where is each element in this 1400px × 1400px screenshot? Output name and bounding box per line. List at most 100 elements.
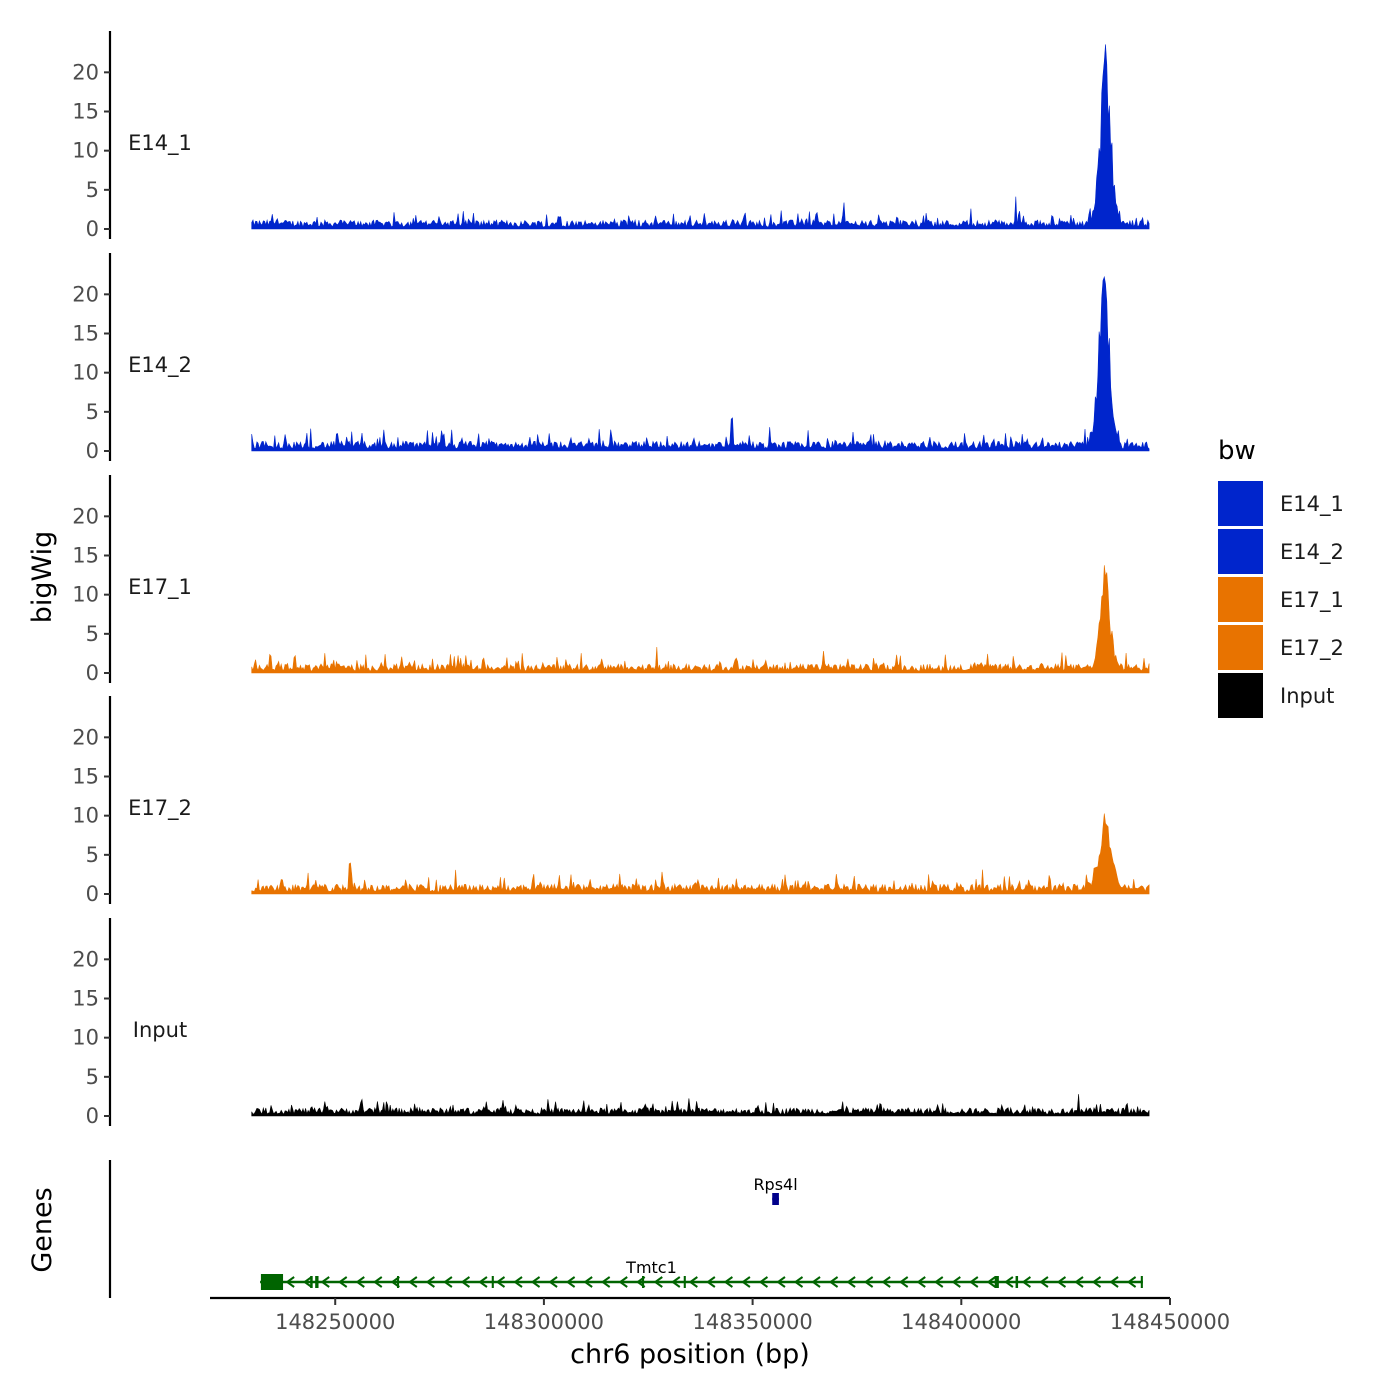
y-tick-label: 0: [86, 661, 99, 685]
strand-arrow: [636, 1276, 646, 1288]
x-tick-label: 148350000: [692, 1310, 812, 1334]
y-tick-label: 20: [72, 725, 99, 749]
strand-arrow: [776, 1276, 786, 1288]
legend-label-E14_2: E14_2: [1280, 540, 1344, 565]
y-tick-label: 5: [86, 178, 99, 202]
strand-arrow: [390, 1276, 400, 1288]
signal-area: [251, 565, 1150, 674]
strand-arrow: [443, 1276, 453, 1288]
strand-arrow: [1091, 1276, 1102, 1288]
strand-arrow: [600, 1276, 611, 1288]
strand-arrow: [408, 1276, 418, 1288]
strand-arrow: [951, 1276, 961, 1288]
strand-arrow: [1021, 1276, 1032, 1288]
strand-arrow: [548, 1276, 558, 1288]
legend-title: bw: [1218, 436, 1256, 466]
strand-arrow: [565, 1276, 576, 1288]
strand-arrow: [723, 1276, 733, 1288]
strand-arrow: [1056, 1276, 1067, 1288]
track-E14_1: 0 5 10 15 20 E14_1: [72, 31, 1150, 241]
x-axis-title: chr6 position (bp): [570, 1339, 810, 1370]
gene-exon: [642, 1276, 645, 1288]
gene-Rps4l: Rps4l: [753, 1175, 798, 1205]
y-tick-label: 15: [72, 987, 99, 1011]
y-tick-label: 0: [86, 1104, 99, 1128]
strand-arrow: [811, 1276, 821, 1288]
track-label: E17_2: [128, 796, 192, 821]
track-label: E14_2: [128, 353, 192, 378]
x-tick-label: 148450000: [1110, 1310, 1230, 1334]
track-E17_1: 0 5 10 15 20 E17_1: [72, 475, 1150, 685]
y-tick-label: 20: [72, 282, 99, 306]
strand-arrow: [285, 1276, 295, 1288]
gene-exon: [1015, 1276, 1019, 1288]
legend-swatch-E17_1: [1218, 577, 1263, 622]
genes-axis-title: Genes: [27, 1187, 58, 1272]
strand-arrow: [741, 1276, 751, 1288]
legend-swatch-E17_2: [1218, 625, 1263, 670]
gene-exon: [994, 1276, 999, 1288]
x-tick-label: 148400000: [901, 1310, 1021, 1334]
strand-arrow: [530, 1276, 541, 1288]
signal-area: [251, 1094, 1150, 1117]
legend-swatch-E14_1: [1218, 481, 1263, 526]
strand-arrow: [846, 1276, 856, 1288]
y-tick-label: 5: [86, 843, 99, 867]
y-tick-label: 10: [72, 583, 99, 607]
y-tick-label: 20: [72, 60, 99, 84]
x-tick-label: 148250000: [275, 1310, 395, 1334]
gene-exon: [683, 1276, 686, 1288]
track-label: E14_1: [128, 131, 192, 156]
y-tick-label: 0: [86, 217, 99, 241]
legend-label-E17_1: E17_1: [1280, 588, 1344, 613]
legend-label-E14_1: E14_1: [1280, 492, 1344, 517]
legend-label-E17_2: E17_2: [1280, 636, 1344, 661]
strand-arrow: [355, 1276, 365, 1288]
legend: bw E14_1 E14_2 E17_1 E17_2 Input: [1218, 436, 1344, 718]
signal-tracks: 05101520E14_105101520E14_205101520E17_10…: [72, 31, 1150, 1128]
strand-arrow: [320, 1276, 330, 1288]
y-tick-label: 0: [86, 439, 99, 463]
y-tick-label: 20: [72, 504, 99, 528]
strand-arrow: [969, 1276, 979, 1288]
strand-arrow: [338, 1276, 348, 1288]
strand-arrow: [267, 1276, 278, 1288]
gene-track: Tmtc1 Rps4l: [108, 1160, 1143, 1298]
strand-arrow: [934, 1276, 944, 1288]
signal-area: [251, 275, 1150, 452]
strand-arrow: [478, 1276, 488, 1288]
track-E17_2: 0 5 10 15 20 E17_2: [72, 696, 1150, 906]
strand-arrow: [1004, 1276, 1014, 1288]
strand-arrow: [1126, 1276, 1137, 1288]
track-label: E17_1: [128, 575, 192, 600]
y-tick-label: 15: [72, 100, 99, 124]
track-Input: 0 5 10 15 20 Input: [72, 918, 1150, 1128]
legend-swatch-E14_2: [1218, 529, 1263, 574]
gene-exon: [772, 1193, 779, 1205]
signal-area: [251, 44, 1150, 230]
strand-arrow: [671, 1276, 681, 1288]
strand-arrow: [425, 1276, 435, 1288]
track-E14_2: 0 5 10 15 20 E14_2: [72, 253, 1150, 463]
gene-exon: [491, 1276, 494, 1288]
y-tick-label: 15: [72, 765, 99, 789]
signal-area: [251, 813, 1150, 895]
strand-arrow: [1039, 1276, 1049, 1288]
strand-arrow: [828, 1276, 839, 1288]
strand-arrow: [688, 1276, 698, 1288]
y-tick-label: 5: [86, 622, 99, 646]
y-tick-label: 10: [72, 139, 99, 163]
gene-Tmtc1: Tmtc1: [260, 1258, 1143, 1290]
y-tick-label: 0: [86, 882, 99, 906]
gene-exon: [260, 1274, 284, 1290]
strand-arrow: [1074, 1276, 1084, 1288]
strand-arrow: [583, 1276, 593, 1288]
strand-arrow: [898, 1276, 909, 1288]
strand-arrow: [495, 1276, 506, 1288]
strand-arrow: [618, 1276, 628, 1288]
strand-arrow: [460, 1276, 471, 1288]
strand-arrow: [986, 1276, 996, 1288]
gene-exon: [396, 1276, 400, 1288]
x-tick-label: 148300000: [484, 1310, 604, 1334]
